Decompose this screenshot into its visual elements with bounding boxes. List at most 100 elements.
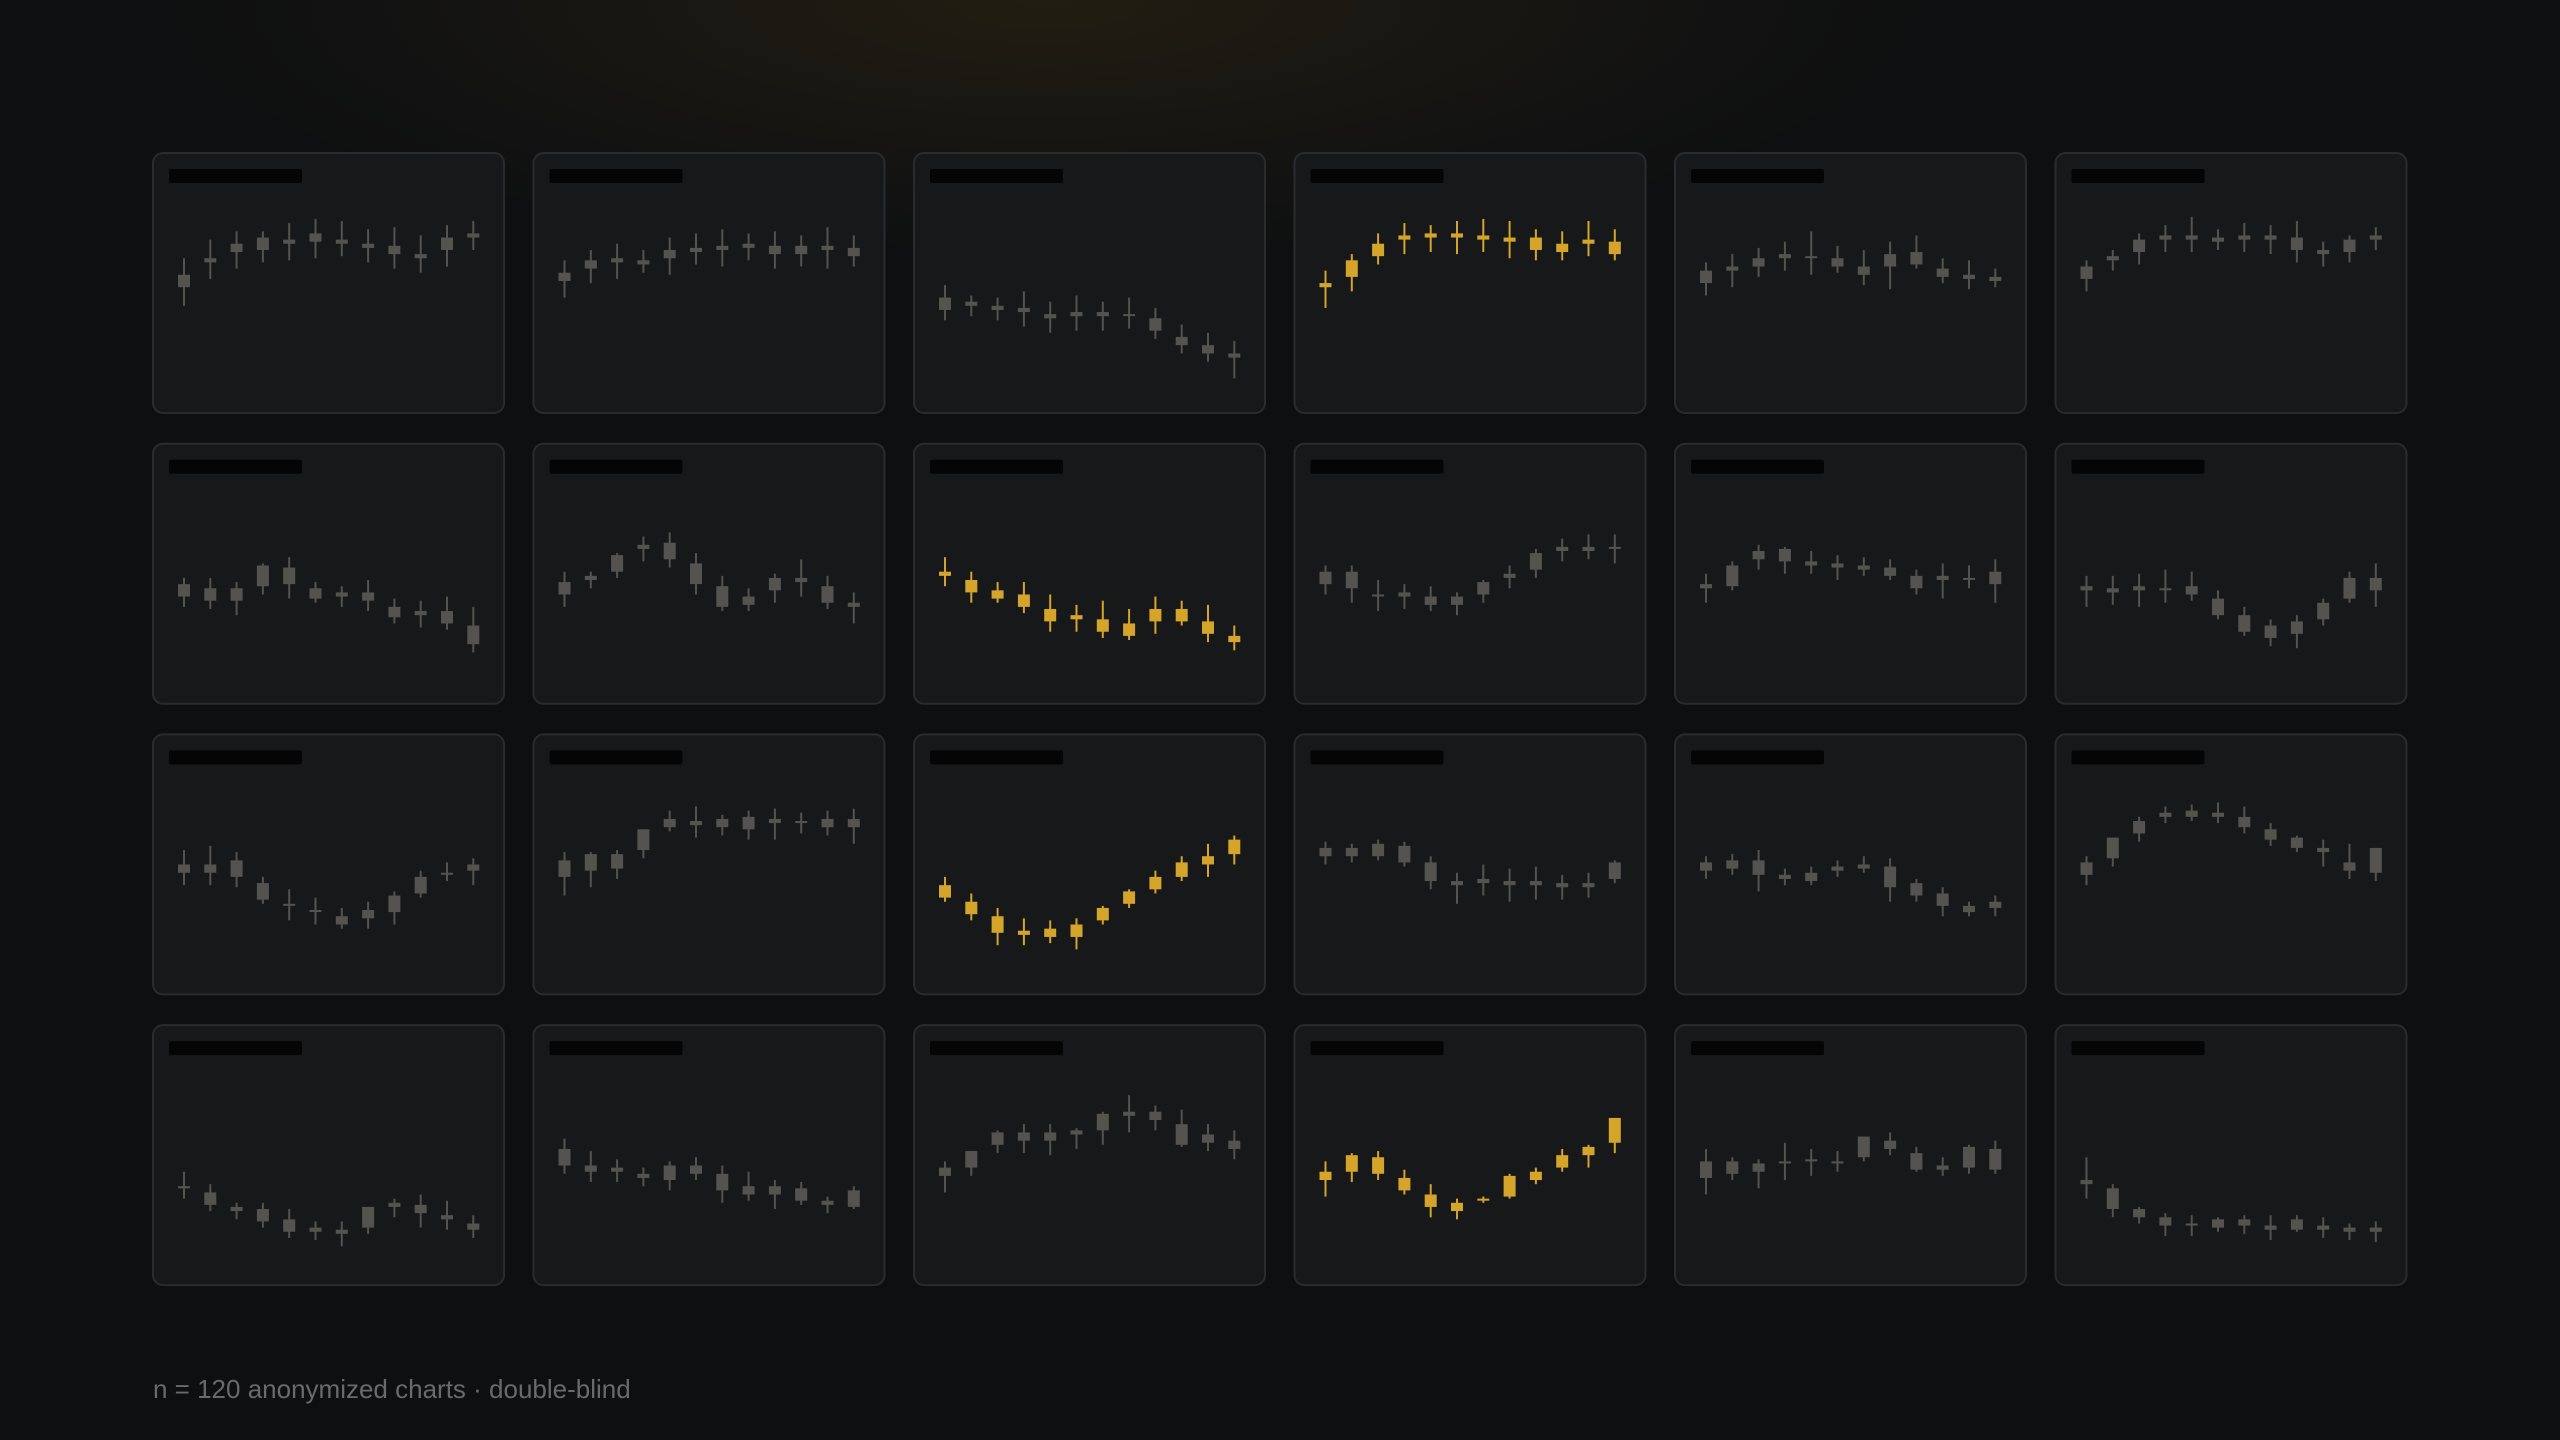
candle-body [1319, 283, 1332, 288]
chart-card [1293, 442, 1647, 705]
candle-body [1096, 907, 1109, 921]
chart-card [2054, 442, 2408, 705]
candle-body [1044, 1132, 1057, 1141]
candle-body [1752, 551, 1765, 560]
chart-card [152, 1024, 505, 1287]
candle-body [2290, 1219, 2303, 1230]
candle-body [283, 903, 296, 906]
candle-body [716, 586, 729, 607]
candle-body [1608, 862, 1621, 879]
redacted-title [2071, 169, 2205, 183]
redacted-title [169, 169, 302, 183]
card-background [152, 1024, 505, 1287]
candle-body [1017, 594, 1030, 607]
candle-body [965, 901, 978, 915]
candle-body [1175, 608, 1188, 622]
candle-body [1149, 1111, 1162, 1120]
candle-body [256, 565, 269, 587]
candle-body [2212, 598, 2224, 616]
candle-body [1936, 268, 1949, 277]
candle-body [1529, 237, 1542, 250]
candle-body [230, 860, 243, 877]
candle-body [388, 245, 401, 255]
candle-body [1700, 862, 1712, 871]
candle-body [1910, 883, 1923, 896]
candle-body [414, 876, 427, 894]
candle-body [1017, 1132, 1030, 1141]
candle-body [1503, 1175, 1516, 1197]
candle-body [1319, 1171, 1332, 1181]
candle-body [1319, 847, 1332, 857]
candle-body [1096, 312, 1109, 317]
candle-body [335, 1229, 348, 1234]
candle-body [178, 864, 190, 873]
candle-body [1726, 565, 1739, 587]
candle-body [2133, 821, 2146, 834]
candle-body [611, 854, 624, 869]
candle-body [1700, 1161, 1712, 1178]
candle-body [1123, 891, 1136, 904]
candle-body [2159, 1217, 2172, 1226]
candle-body [335, 916, 348, 925]
redacted-title [1691, 1041, 1824, 1056]
redacted-title [549, 750, 683, 765]
candle-body [584, 854, 597, 871]
candle-body [1451, 881, 1463, 886]
card-background [1293, 1024, 1647, 1287]
candle-body [1857, 565, 1870, 570]
chart-card [1293, 1024, 1647, 1287]
candle-body [2080, 862, 2093, 875]
candle-body [414, 611, 427, 616]
chart-card [152, 442, 505, 705]
chart-card [1674, 1024, 2027, 1287]
candle-body [1726, 1161, 1739, 1174]
candle-body [965, 1151, 978, 1168]
candle-body [1831, 866, 1844, 871]
candle-body [611, 258, 624, 263]
candle-body [584, 1165, 597, 1172]
candle-body [1123, 1111, 1136, 1116]
candle-body [2343, 1227, 2356, 1232]
candle-body [1202, 621, 1214, 634]
candle-body [821, 1200, 834, 1205]
candle-body [1582, 546, 1595, 552]
chart-card [913, 152, 1266, 414]
chart-card [913, 1024, 1266, 1287]
candle-body [1831, 563, 1844, 568]
candle-body [1989, 571, 2002, 585]
candle-body [362, 910, 375, 919]
candle-body [1424, 1194, 1437, 1207]
candle-body [441, 872, 453, 875]
candle-body [1857, 864, 1870, 869]
candle-body [2106, 1188, 2119, 1209]
candle-body [1582, 883, 1595, 888]
redacted-title [930, 1041, 1063, 1056]
chart-card [532, 442, 886, 705]
candle-body [716, 818, 729, 828]
candle-body [1963, 905, 1975, 913]
card-background [532, 442, 886, 705]
candle-body [611, 1167, 624, 1172]
candle-body [441, 237, 453, 250]
candle-body [2264, 1225, 2277, 1230]
candle-body [1884, 866, 1897, 888]
redacted-title [1310, 750, 1444, 765]
candle-body [2185, 810, 2198, 817]
candle-body [637, 829, 650, 850]
candle-body [690, 821, 702, 826]
candle-body [847, 602, 860, 607]
candle-body [388, 895, 401, 913]
candle-body [1778, 254, 1791, 259]
candle-body [1752, 860, 1765, 875]
candle-body [1805, 872, 1818, 882]
candle-body [1884, 567, 1897, 576]
candle-body [663, 818, 676, 828]
candle-body [991, 916, 1004, 933]
chart-card [1674, 442, 2027, 705]
candle-body [388, 1202, 401, 1207]
candle-body [2343, 239, 2356, 253]
candle-body [795, 577, 808, 583]
candle-body [1202, 1134, 1214, 1143]
candle-body [637, 544, 650, 549]
candle-body [1778, 1161, 1791, 1164]
